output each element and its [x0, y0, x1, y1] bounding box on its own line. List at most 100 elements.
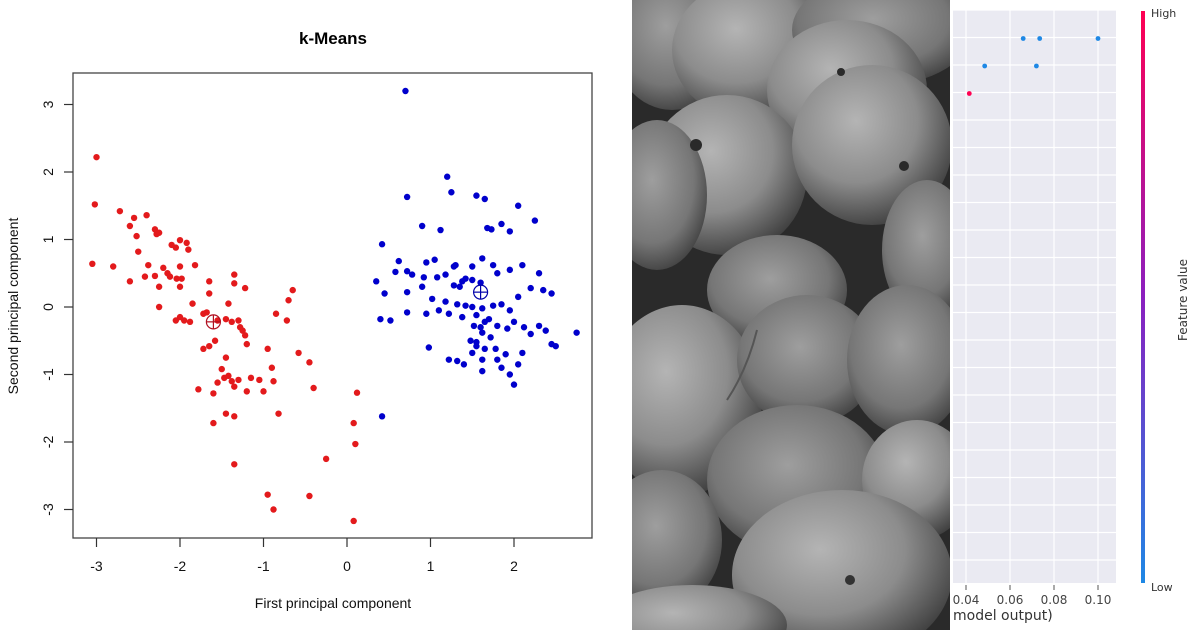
- x-tick-label: 2: [510, 558, 518, 574]
- data-point: [260, 388, 267, 395]
- data-point: [206, 278, 213, 285]
- data-point: [176, 313, 184, 321]
- data-point: [514, 202, 522, 209]
- data-point: [494, 322, 501, 330]
- data-point: [243, 388, 250, 395]
- data-point: [452, 261, 459, 269]
- data-point: [225, 300, 232, 307]
- data-point: [155, 229, 163, 236]
- data-point: [492, 345, 499, 353]
- shap-point: [1095, 36, 1101, 41]
- data-point: [423, 310, 430, 317]
- data-point: [540, 286, 547, 294]
- data-point: [270, 378, 277, 385]
- centroid-marker-icon: [205, 314, 221, 330]
- data-point: [502, 351, 509, 358]
- data-point: [373, 278, 380, 285]
- data-point: [442, 298, 449, 305]
- data-point: [489, 261, 497, 269]
- data-point: [514, 293, 522, 301]
- data-point: [487, 334, 494, 341]
- data-point: [352, 440, 359, 448]
- data-point: [392, 268, 399, 276]
- y-tick-label: 0: [40, 303, 56, 311]
- data-point: [423, 259, 430, 266]
- data-point: [145, 261, 152, 269]
- data-point: [481, 345, 488, 353]
- data-point: [239, 327, 246, 334]
- y-tick-label: 1: [40, 235, 56, 243]
- data-point: [353, 389, 361, 396]
- data-point: [428, 295, 436, 303]
- data-point: [270, 506, 277, 513]
- data-point: [210, 419, 217, 427]
- data-point: [494, 356, 501, 363]
- data-point: [91, 201, 99, 208]
- data-point: [241, 284, 249, 292]
- data-point: [506, 307, 514, 314]
- data-points: [89, 87, 580, 525]
- y-tick-label: -3: [40, 503, 56, 516]
- data-point: [459, 278, 466, 285]
- shap-point: [1037, 36, 1043, 41]
- data-point: [289, 286, 296, 294]
- data-point: [378, 241, 386, 248]
- data-point: [454, 357, 461, 365]
- y-axis: -3 -2 -1 0 1 2 3: [40, 100, 73, 516]
- data-point: [473, 342, 480, 350]
- y-axis-label: Second principal component: [5, 218, 21, 395]
- data-point: [548, 290, 555, 297]
- data-point: [489, 302, 497, 309]
- data-point: [155, 283, 163, 290]
- x-tick-label: 0: [343, 558, 351, 574]
- data-point: [178, 275, 185, 282]
- apples-photo-image: [632, 0, 950, 630]
- data-point: [469, 303, 476, 311]
- y-tick-label: -2: [40, 436, 56, 449]
- centroid-marker-icon: [473, 284, 489, 300]
- grid-lines: [953, 9, 1116, 583]
- data-point: [506, 266, 514, 274]
- data-point: [218, 365, 225, 373]
- shap-point: [982, 63, 988, 69]
- data-point: [166, 273, 174, 280]
- x-tick-label: 0.10: [1085, 593, 1112, 607]
- data-point: [247, 374, 255, 382]
- data-point: [479, 329, 486, 336]
- data-point: [425, 344, 433, 351]
- data-point: [454, 301, 461, 308]
- x-tick-label: -1: [257, 558, 270, 574]
- shap-summary-plot: 0.04 0.06 0.08 0.10 model output) High Low …: [953, 7, 1190, 624]
- data-point: [506, 228, 514, 235]
- data-point: [130, 214, 138, 222]
- data-point: [160, 264, 167, 272]
- x-tick-label: -3: [90, 558, 103, 574]
- data-point: [418, 283, 426, 290]
- data-point: [552, 342, 559, 350]
- data-point: [306, 359, 313, 366]
- data-point: [173, 275, 180, 282]
- data-point: [477, 279, 484, 286]
- data-point: [527, 330, 534, 338]
- data-point: [322, 455, 330, 463]
- data-point: [403, 268, 411, 275]
- kmeans-scatter-plot: k-Means -3 -2 -1 0 1 2 -3 -2 -1 0 1 2 3 First princ…: [5, 29, 593, 611]
- data-point: [403, 309, 411, 316]
- data-point: [151, 272, 159, 280]
- data-point: [445, 356, 453, 363]
- data-point: [222, 315, 230, 323]
- data-point: [479, 255, 486, 262]
- x-axis: -3 -2 -1 0 1 2: [90, 538, 518, 574]
- plot-area: [953, 10, 1116, 583]
- data-point: [408, 271, 416, 278]
- data-point: [531, 217, 539, 224]
- data-point: [268, 364, 276, 371]
- data-point: [445, 310, 453, 317]
- data-point: [189, 300, 196, 307]
- data-point: [510, 318, 518, 326]
- data-point: [231, 271, 238, 278]
- data-point: [450, 282, 458, 289]
- data-point: [403, 288, 411, 296]
- data-point: [200, 345, 207, 353]
- x-tick-label: 1: [427, 558, 435, 574]
